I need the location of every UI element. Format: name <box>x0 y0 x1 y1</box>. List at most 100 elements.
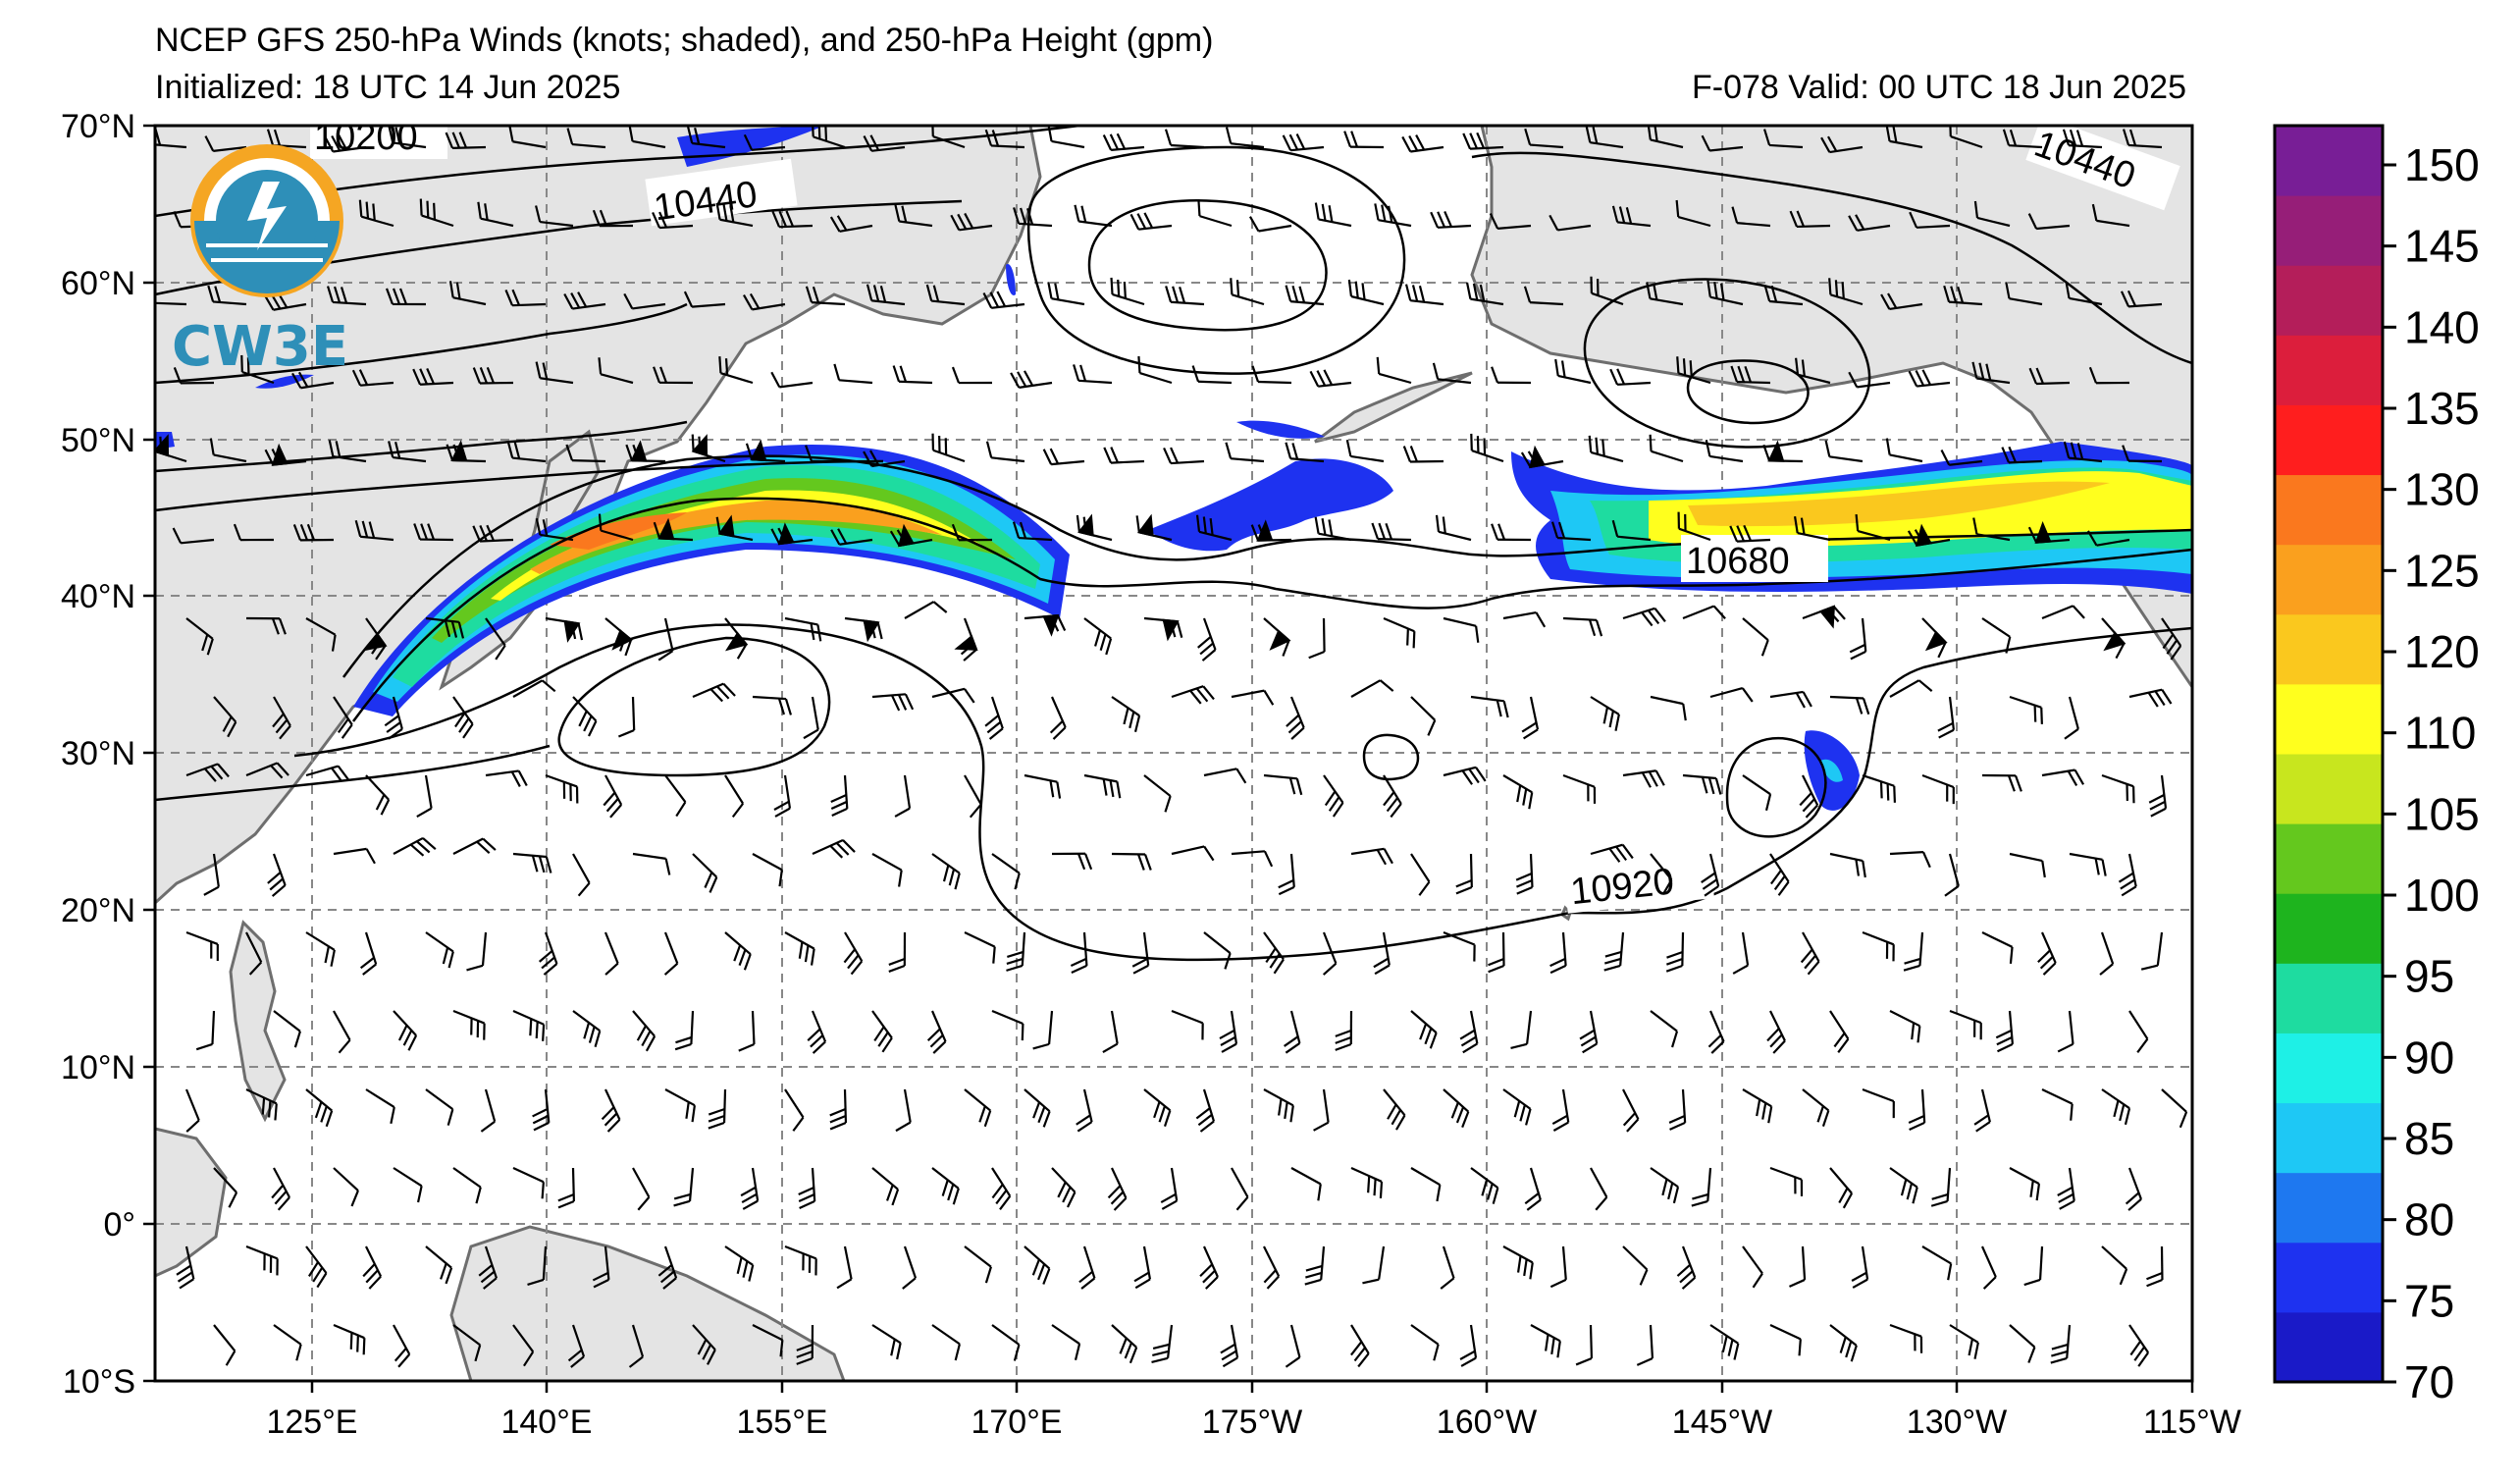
wind-barb <box>245 616 287 635</box>
wind-barb <box>632 1167 651 1211</box>
wind-barb <box>1622 607 1666 627</box>
contour-label-10200: 10200 <box>314 117 418 158</box>
wind-barb <box>412 367 454 386</box>
wind-barb <box>784 931 815 966</box>
wind-barb <box>393 1167 423 1203</box>
colorbar-swatch <box>2275 1033 2383 1104</box>
colorbar-swatch <box>2275 1172 2383 1244</box>
wind-barb <box>204 135 247 152</box>
wind-barb <box>1829 852 1866 878</box>
colorbar-tick-label: 130 <box>2404 464 2480 515</box>
wind-barb <box>535 518 574 542</box>
wind-barb <box>532 1088 551 1132</box>
lat-label-10n: 10°N <box>61 1049 135 1086</box>
wind-barb <box>2128 1010 2149 1053</box>
wind-barb <box>245 1245 279 1276</box>
wind-barb <box>1248 216 1292 233</box>
wind-barb <box>1921 1245 1953 1281</box>
wind-barb <box>1636 1324 1654 1366</box>
wind-barb <box>351 369 394 387</box>
wind-barb <box>1131 931 1150 975</box>
wind-barb <box>384 696 403 740</box>
wind-barb <box>1443 930 1476 962</box>
wind-barb <box>176 1245 195 1290</box>
wind-barb <box>452 696 474 739</box>
wind-barb <box>1665 931 1685 973</box>
wind-barb <box>2027 521 2071 544</box>
wind-barb <box>1742 1088 1773 1124</box>
wind-barb <box>829 1088 848 1131</box>
wind-barb <box>1523 286 1564 306</box>
wind-barb <box>773 774 792 818</box>
graticule <box>155 126 2192 1381</box>
wind-barb <box>991 853 1021 890</box>
wind-barb <box>1278 853 1295 896</box>
wind-barb <box>1824 440 1864 463</box>
wind-barb <box>1143 1088 1172 1127</box>
wind-barb <box>1862 773 1897 803</box>
lon-label-140e: 140°E <box>500 1404 592 1441</box>
wind-barb <box>931 126 966 149</box>
wind-barb <box>752 853 783 887</box>
wind-barb <box>652 211 694 230</box>
wind-barb <box>964 931 996 964</box>
wind-barb <box>796 1324 814 1365</box>
wind-barb <box>1820 135 1864 154</box>
wind-barb <box>991 1009 1024 1041</box>
wind-barb <box>1549 1245 1567 1289</box>
wind-barb <box>1049 696 1067 740</box>
wind-barb <box>1465 282 1504 306</box>
wind-barb <box>362 1245 383 1290</box>
lat-label-30n: 30°N <box>61 735 135 772</box>
wind-barb <box>425 616 465 639</box>
wind-barb <box>446 440 487 463</box>
wind-barb <box>1622 1088 1640 1133</box>
wind-barb <box>512 1009 546 1041</box>
colorbar-tick-label: 110 <box>2404 708 2476 759</box>
wind-barb <box>745 439 786 463</box>
wind-barb <box>425 1088 454 1126</box>
wind-barb <box>1440 1245 1455 1290</box>
wind-barb <box>1668 1088 1687 1131</box>
wind-barb <box>1362 1245 1386 1285</box>
wind-barb <box>1908 1088 1926 1131</box>
wind-barb <box>1137 355 1173 385</box>
wind-barb <box>1047 282 1085 306</box>
wind-barb <box>770 522 814 546</box>
wind-barb <box>2091 203 2130 228</box>
wind-barb <box>1443 1088 1470 1128</box>
wind-barb <box>1343 131 1385 149</box>
wind-barb <box>653 366 694 385</box>
wind-barb <box>2086 530 2130 547</box>
wind-barb <box>1769 1166 1804 1196</box>
wind-barb <box>333 1167 359 1207</box>
wind-barb <box>485 617 506 661</box>
wind-barb <box>1006 931 1026 972</box>
wind-barb <box>1383 774 1402 819</box>
wind-barb <box>871 1324 902 1360</box>
wind-barb <box>292 523 335 542</box>
wind-barb <box>1197 617 1217 662</box>
wind-barb <box>305 931 336 967</box>
wind-barb <box>1383 616 1416 649</box>
wind-barb <box>203 853 220 896</box>
wind-barb <box>2023 1245 2044 1287</box>
colorbar-swatch <box>2275 544 2383 615</box>
wind-barb <box>1489 213 1532 231</box>
wind-barb <box>866 284 906 306</box>
wind-barb <box>185 617 214 656</box>
wind-barb <box>1383 1088 1406 1131</box>
wind-barb <box>1502 611 1547 628</box>
lon-label-175w: 175°W <box>1202 1404 1302 1441</box>
wind-barb <box>1164 129 1205 149</box>
wind-barb <box>2069 852 2107 876</box>
wind-barb <box>871 1010 893 1053</box>
wind-barb <box>1889 1010 1921 1043</box>
wind-barb <box>784 1088 805 1132</box>
wind-barb <box>1220 1324 1239 1368</box>
wind-barb <box>2009 852 2046 878</box>
colorbar-tick-label: 80 <box>2404 1194 2454 1245</box>
wind-barb <box>1944 853 1960 897</box>
wind-barb <box>784 616 822 642</box>
